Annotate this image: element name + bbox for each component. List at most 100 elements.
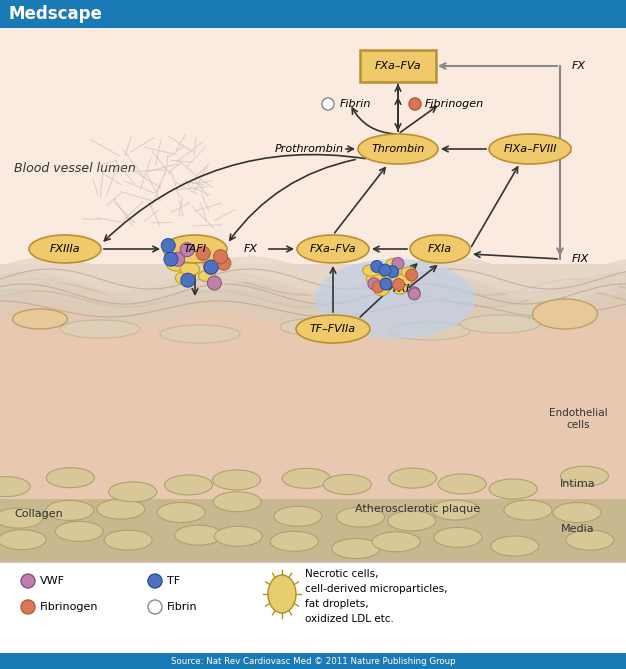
Ellipse shape <box>282 468 331 488</box>
Ellipse shape <box>13 309 68 329</box>
Circle shape <box>368 278 380 290</box>
Ellipse shape <box>157 502 205 522</box>
Ellipse shape <box>270 531 318 551</box>
Text: FIXa–FVIII: FIXa–FVIII <box>503 144 557 154</box>
Text: Thrombin: Thrombin <box>371 144 424 154</box>
Ellipse shape <box>390 322 470 340</box>
Circle shape <box>21 600 35 614</box>
Bar <box>0 653 626 669</box>
Bar <box>0 499 626 653</box>
Ellipse shape <box>280 318 360 336</box>
Ellipse shape <box>175 525 223 545</box>
Text: Endothelial
cells: Endothelial cells <box>548 408 607 429</box>
Text: cell-derived microparticles,: cell-derived microparticles, <box>305 584 448 594</box>
Ellipse shape <box>560 466 608 486</box>
Ellipse shape <box>190 239 210 253</box>
Circle shape <box>148 600 162 614</box>
Ellipse shape <box>489 479 537 499</box>
Ellipse shape <box>296 315 370 343</box>
Text: FXIIIa: FXIIIa <box>49 244 80 254</box>
Text: FX: FX <box>572 61 586 71</box>
Ellipse shape <box>297 235 369 263</box>
Ellipse shape <box>268 575 296 613</box>
Circle shape <box>322 98 334 110</box>
Ellipse shape <box>372 532 420 552</box>
Text: Source: Nat Rev Cardiovasc Med © 2011 Nature Publishing Group: Source: Nat Rev Cardiovasc Med © 2011 Na… <box>171 656 455 666</box>
Text: FX: FX <box>244 244 258 254</box>
Text: FIX: FIX <box>572 254 589 264</box>
Text: Intima: Intima <box>560 479 596 489</box>
Ellipse shape <box>389 468 437 488</box>
Bar <box>0 264 626 299</box>
Ellipse shape <box>393 284 408 294</box>
Ellipse shape <box>274 506 322 527</box>
Text: FXIa: FXIa <box>428 244 452 254</box>
Ellipse shape <box>213 492 261 512</box>
Circle shape <box>371 260 382 272</box>
Text: Medscape: Medscape <box>8 5 102 23</box>
Ellipse shape <box>489 134 571 164</box>
Ellipse shape <box>434 527 482 547</box>
Circle shape <box>379 264 391 276</box>
Ellipse shape <box>362 265 380 276</box>
Ellipse shape <box>374 286 389 296</box>
Ellipse shape <box>55 521 103 541</box>
Circle shape <box>406 269 418 281</box>
Ellipse shape <box>410 235 470 263</box>
Text: Collagen: Collagen <box>14 509 63 519</box>
Text: TF–FVIIa: TF–FVIIa <box>310 324 356 334</box>
Ellipse shape <box>109 482 156 502</box>
Ellipse shape <box>165 248 182 260</box>
Circle shape <box>148 574 162 588</box>
Circle shape <box>21 574 35 588</box>
Ellipse shape <box>163 235 227 263</box>
Ellipse shape <box>533 299 597 329</box>
Ellipse shape <box>29 235 101 263</box>
Ellipse shape <box>214 527 262 547</box>
FancyBboxPatch shape <box>360 50 436 82</box>
Ellipse shape <box>387 511 436 531</box>
Text: FXI: FXI <box>393 284 410 294</box>
Ellipse shape <box>504 500 552 520</box>
Text: Atherosclerotic plaque: Atherosclerotic plaque <box>355 504 480 514</box>
Ellipse shape <box>337 507 384 527</box>
Text: Fibrinogen: Fibrinogen <box>40 602 98 612</box>
Circle shape <box>386 266 398 278</box>
Text: FXa–FVa: FXa–FVa <box>310 244 356 254</box>
Ellipse shape <box>332 539 380 559</box>
Circle shape <box>380 278 392 290</box>
Circle shape <box>164 252 178 266</box>
Bar <box>0 0 626 28</box>
Text: Media: Media <box>561 524 595 534</box>
Text: VWF: VWF <box>40 576 65 586</box>
Bar <box>0 562 626 653</box>
Circle shape <box>207 276 222 290</box>
Circle shape <box>393 279 404 290</box>
Circle shape <box>408 288 420 300</box>
Bar <box>0 28 626 279</box>
Ellipse shape <box>46 468 95 488</box>
Ellipse shape <box>397 273 414 285</box>
Circle shape <box>180 243 194 257</box>
Ellipse shape <box>198 270 215 282</box>
Ellipse shape <box>0 530 46 550</box>
Ellipse shape <box>0 476 30 496</box>
Circle shape <box>392 258 404 270</box>
Ellipse shape <box>366 274 383 284</box>
Ellipse shape <box>460 315 540 333</box>
Ellipse shape <box>104 530 152 550</box>
Ellipse shape <box>431 500 480 520</box>
Circle shape <box>181 273 195 287</box>
Ellipse shape <box>438 474 486 494</box>
Bar <box>0 28 626 562</box>
Ellipse shape <box>553 502 601 522</box>
Ellipse shape <box>60 320 140 338</box>
Ellipse shape <box>491 536 539 556</box>
Circle shape <box>217 256 231 270</box>
Ellipse shape <box>175 272 195 284</box>
Ellipse shape <box>167 257 188 271</box>
Ellipse shape <box>386 258 403 269</box>
Circle shape <box>408 287 420 298</box>
Ellipse shape <box>566 530 613 550</box>
Circle shape <box>171 252 185 266</box>
